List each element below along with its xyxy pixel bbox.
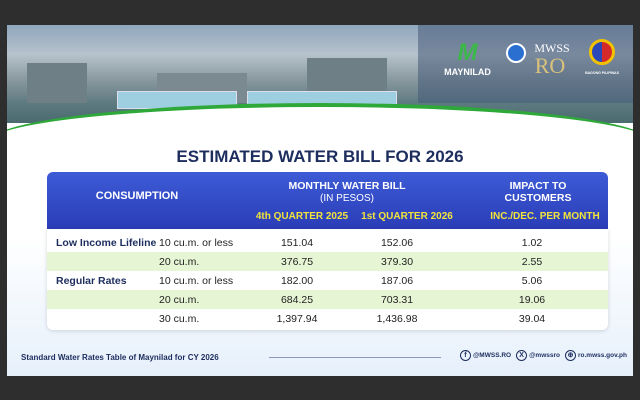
x-link[interactable]: X @mwssro	[516, 350, 560, 361]
footer-caption: Standard Water Rates Table of Maynilad f…	[21, 353, 219, 362]
table-row: 20 cu.m. 684.25 703.31 19.06	[47, 290, 608, 309]
ro-text: RO	[534, 53, 566, 78]
row-q1-value: 1,436.98	[376, 313, 418, 325]
row-q4-value: 376.75	[280, 256, 314, 268]
row-impact: 5.06	[521, 275, 543, 287]
table-row: Low Income Lifeline 10 cu.m. or less 151…	[47, 233, 608, 252]
facebook-link[interactable]: f @MWSS.RO	[459, 350, 512, 361]
table-row: Regular Rates 10 cu.m. or less 182.00 18…	[47, 271, 608, 290]
header-inc-dec: INC./DEC. PER MONTH	[490, 211, 600, 222]
mwss-ro-logo: MWSS RO	[506, 41, 576, 78]
infographic-card: M MAYNILAD MWSS RO BAGONG PILIPINAS ESTI…	[7, 25, 633, 376]
logo-area: M MAYNILAD MWSS RO BAGONG PILIPINAS	[418, 25, 633, 103]
row-q1-value: 703.31	[380, 294, 414, 306]
header-consumption: CONSUMPTION	[95, 190, 179, 202]
row-category: Low Income Lifeline	[56, 237, 157, 249]
maynilad-logo: M MAYNILAD	[440, 39, 495, 77]
header-monthly-bill: MONTHLY WATER BILL	[288, 180, 406, 192]
header-impact: IMPACT TO CUSTOMERS	[504, 180, 572, 204]
footer-divider	[269, 357, 441, 358]
facebook-icon: f	[459, 350, 471, 361]
mwss-text: MWSS	[534, 41, 570, 55]
row-impact: 19.06	[518, 294, 546, 306]
website-url: ro.mwss.gov.ph	[578, 352, 627, 359]
x-handle: @mwssro	[529, 352, 560, 359]
rates-table-body: Low Income Lifeline 10 cu.m. or less 151…	[47, 229, 608, 330]
header-in-pesos: (IN PESOS)	[320, 193, 374, 204]
row-q4-value: 1,397.94	[276, 313, 318, 325]
row-q4-value: 182.00	[280, 275, 314, 287]
row-range: 10 cu.m. or less	[159, 237, 234, 249]
row-category: Regular Rates	[56, 275, 127, 287]
row-range: 10 cu.m. or less	[159, 275, 234, 287]
table-row: 30 cu.m. 1,397.94 1,436.98 39.04	[47, 309, 608, 328]
page-title: ESTIMATED WATER BILL FOR 2026	[176, 147, 464, 166]
row-impact: 2.55	[521, 256, 543, 268]
row-q4-value: 151.04	[280, 237, 314, 249]
website-link[interactable]: ⊕ ro.mwss.gov.ph	[565, 350, 627, 361]
row-impact: 1.02	[521, 237, 543, 249]
row-q4-value: 684.25	[280, 294, 314, 306]
row-q1-value: 379.30	[380, 256, 414, 268]
table-row: 20 cu.m. 376.75 379.30 2.55	[47, 252, 608, 271]
row-q1-value: 187.06	[380, 275, 414, 287]
x-icon: X	[516, 350, 528, 361]
facebook-handle: @MWSS.RO	[472, 352, 512, 359]
header-q1-2026: 1st QUARTER 2026	[361, 211, 453, 222]
header-q4-2025: 4th QUARTER 2025	[255, 211, 349, 222]
globe-icon: ⊕	[565, 350, 576, 361]
bagong-pilipinas-logo: BAGONG PILIPINAS	[576, 39, 628, 75]
row-q1-value: 152.06	[380, 237, 414, 249]
bagong-text: BAGONG PILIPINAS	[585, 71, 619, 75]
social-links: f @MWSS.RO X @mwssro ⊕ ro.mwss.gov.ph	[459, 350, 627, 361]
table-header: CONSUMPTION MONTHLY WATER BILL (IN PESOS…	[47, 172, 608, 229]
row-range: 20 cu.m.	[159, 294, 200, 306]
maynilad-logo-text: MAYNILAD	[444, 67, 491, 77]
row-impact: 39.04	[518, 313, 546, 325]
row-range: 20 cu.m.	[159, 256, 200, 268]
row-range: 30 cu.m.	[159, 313, 200, 325]
